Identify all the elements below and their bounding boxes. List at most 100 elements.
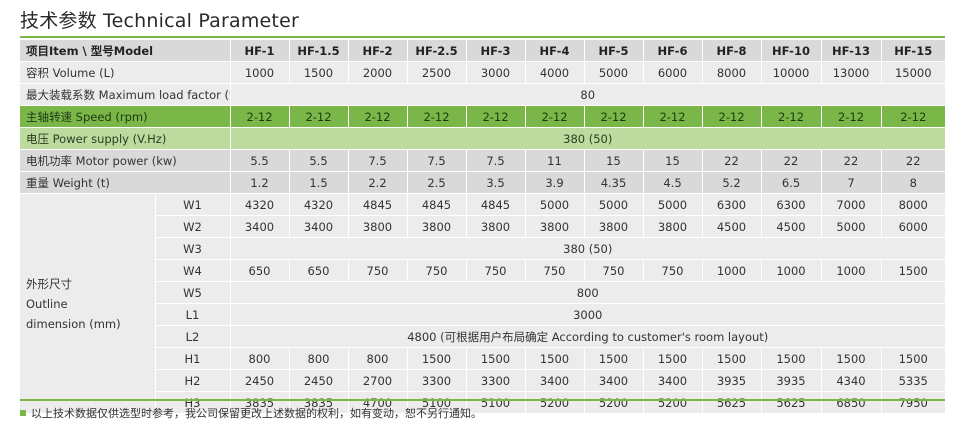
- value-cell: 2-12: [406, 105, 466, 128]
- value-cell: 11: [524, 149, 584, 172]
- value-cell: 800: [288, 347, 348, 370]
- value-cell: 5200: [524, 391, 584, 414]
- value-cell: 22: [701, 149, 761, 172]
- value-cell: 1000: [820, 259, 881, 282]
- dimension-row: L2 4800 (可根据用户布局确定 According to customer'…: [20, 325, 945, 348]
- value-cell: 10000: [760, 61, 821, 84]
- value-cell: 3800: [642, 215, 702, 238]
- outline-label-line: dimension (mm): [26, 316, 121, 331]
- value-cell: 8000: [701, 61, 761, 84]
- value-cell: 5100: [465, 391, 525, 414]
- bullet-icon: [20, 410, 26, 416]
- value-cell: 15000: [880, 61, 945, 84]
- value-cell: 2450: [288, 369, 348, 392]
- value-cell: 5625: [760, 391, 821, 414]
- value-cell: 7000: [820, 193, 881, 216]
- value-cell: 750: [406, 259, 466, 282]
- value-cell: 2.2: [347, 171, 407, 194]
- row-label: 电机功率 Motor power (kw): [20, 149, 230, 172]
- value-cell: 1.2: [229, 171, 289, 194]
- value-cell: 1500: [583, 347, 643, 370]
- parameter-table: 项目Item \ 型号Model HF-1 HF-1.5 HF-2 HF-2.5 HF-3…: [20, 40, 945, 414]
- model-header: HF-6: [642, 40, 702, 62]
- value-cell: 3800: [524, 215, 584, 238]
- value-cell: 4000: [524, 61, 584, 84]
- merged-value-cell: 380 (50): [229, 237, 945, 260]
- value-cell: 5000: [583, 193, 643, 216]
- value-cell: 22: [760, 149, 821, 172]
- value-cell: 1500: [465, 347, 525, 370]
- outline-label-line: 外形尺寸: [26, 276, 72, 291]
- value-cell: 3835: [288, 391, 348, 414]
- model-header: HF-13: [820, 40, 881, 62]
- value-cell: 1500: [524, 347, 584, 370]
- value-cell: 4500: [760, 215, 821, 238]
- value-cell: 2-12: [524, 105, 584, 128]
- value-cell: 8: [880, 171, 945, 194]
- value-cell: 2500: [406, 61, 466, 84]
- dimension-label: W1: [154, 193, 230, 216]
- value-cell: 2-12: [288, 105, 348, 128]
- merged-value-cell: 800: [229, 281, 945, 304]
- dimension-row: H2 2450 2450 2700 3300 3300 3400 3400 3400 3935 39…: [20, 369, 945, 392]
- table-row: 电机功率 Motor power (kw) 5.5 5.5 7.5 7.5 7.5 11 15…: [20, 149, 945, 172]
- value-cell: 5000: [524, 193, 584, 216]
- dimension-row: W4 650 650 750 750 750 750 750 750 1000 1000 1000 15…: [20, 259, 945, 282]
- model-header: HF-1.5: [288, 40, 348, 62]
- value-cell: 650: [288, 259, 348, 282]
- value-cell: 4845: [347, 193, 407, 216]
- footnote-text: 以上技术数据仅供选型时参考，我公司保留更改上述数据的权利，如有变动，恕不另行通知…: [31, 407, 482, 420]
- dimension-row: W3 380 (50): [20, 237, 945, 260]
- value-cell: 750: [524, 259, 584, 282]
- value-cell: 3.5: [465, 171, 525, 194]
- value-cell: 6850: [820, 391, 881, 414]
- value-cell: 2700: [347, 369, 407, 392]
- row-label: 最大装载系数 Maximum load factor (%): [20, 83, 230, 106]
- value-cell: 2-12: [465, 105, 525, 128]
- value-cell: 3000: [465, 61, 525, 84]
- value-cell: 2-12: [347, 105, 407, 128]
- value-cell: 15: [642, 149, 702, 172]
- value-cell: 3800: [347, 215, 407, 238]
- value-cell: 1500: [288, 61, 348, 84]
- table-row: 容积 Volume (L) 1000 1500 2000 2500 3000 4000 500…: [20, 61, 945, 84]
- value-cell: 2-12: [229, 105, 289, 128]
- merged-value-cell: 80: [229, 83, 945, 106]
- value-cell: 3400: [288, 215, 348, 238]
- value-cell: 2-12: [820, 105, 881, 128]
- value-cell: 1500: [880, 259, 945, 282]
- value-cell: 750: [642, 259, 702, 282]
- value-cell: 3400: [524, 369, 584, 392]
- value-cell: 1500: [701, 347, 761, 370]
- value-cell: 3400: [229, 215, 289, 238]
- value-cell: 750: [465, 259, 525, 282]
- footer-divider: [20, 399, 945, 401]
- value-cell: 3400: [583, 369, 643, 392]
- value-cell: 2450: [229, 369, 289, 392]
- value-cell: 5200: [583, 391, 643, 414]
- value-cell: 5000: [583, 61, 643, 84]
- value-cell: 7.5: [465, 149, 525, 172]
- header-label: 项目Item \ 型号Model: [20, 40, 230, 62]
- value-cell: 2-12: [760, 105, 821, 128]
- table-row: 电压 Power supply (V.Hz) 380 (50): [20, 127, 945, 150]
- value-cell: 1000: [701, 259, 761, 282]
- row-label: 重量 Weight (t): [20, 171, 230, 194]
- value-cell: 3.9: [524, 171, 584, 194]
- value-cell: 5100: [406, 391, 466, 414]
- value-cell: 2-12: [642, 105, 702, 128]
- value-cell: 13000: [820, 61, 881, 84]
- value-cell: 6300: [701, 193, 761, 216]
- table-row: 主轴转速 Speed (rpm) 2-12 2-12 2-12 2-12 2-12 2-12…: [20, 105, 945, 128]
- value-cell: 4340: [820, 369, 881, 392]
- value-cell: 2-12: [583, 105, 643, 128]
- dimension-row: W5 800: [20, 281, 945, 304]
- model-header: HF-10: [760, 40, 821, 62]
- dimension-row: W2 3400 3400 3800 3800 3800 3800 3800 3800 4500 45…: [20, 215, 945, 238]
- value-cell: 7.5: [406, 149, 466, 172]
- value-cell: 5.2: [701, 171, 761, 194]
- value-cell: 1000: [229, 61, 289, 84]
- page-title: 技术参数 Technical Parameter: [20, 10, 299, 32]
- value-cell: 4.35: [583, 171, 643, 194]
- dimension-label: W4: [154, 259, 230, 282]
